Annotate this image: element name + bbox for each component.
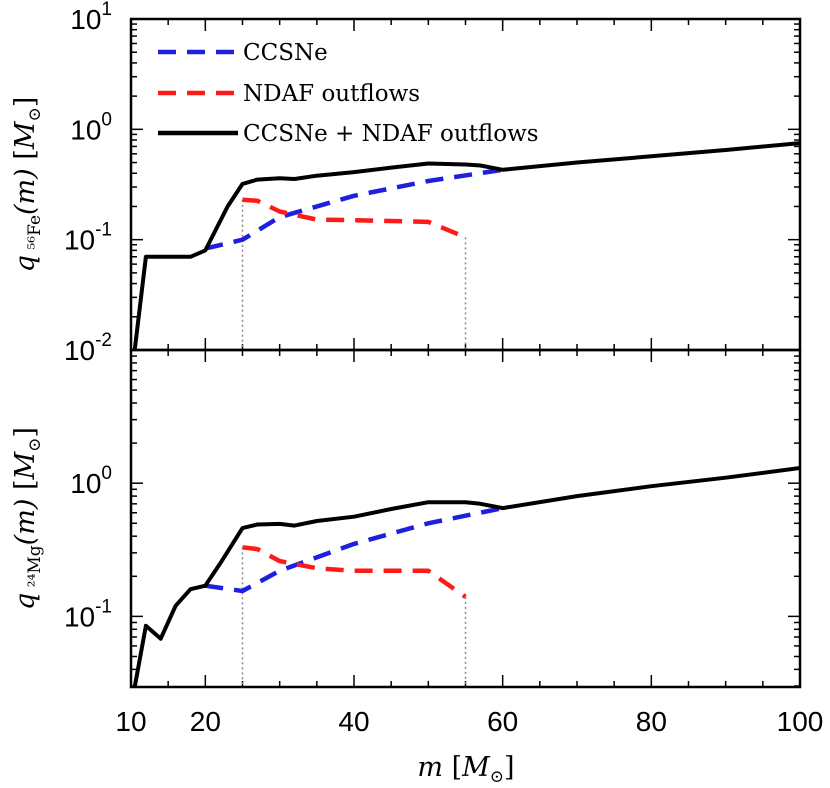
legend-label: CCSNe — [243, 40, 328, 66]
y-tick-exponent: -2 — [95, 330, 112, 351]
series-line-ndaf-outflows — [242, 197, 467, 240]
y-axis-bracket: [ — [10, 149, 41, 168]
panel-frame — [129, 348, 802, 689]
y-tick-exponent: -1 — [95, 596, 112, 617]
legend: CCSNe NDAF outflows CCSNe + NDAF outflows — [158, 40, 539, 147]
y-tick-label: 10-1 — [64, 220, 112, 256]
y-tick-base: 10 — [70, 114, 101, 145]
series-line-ccsne — [204, 505, 504, 594]
y-axis-bracket: ] — [10, 97, 41, 108]
y-tick-label: 10-1 — [64, 596, 112, 632]
y-tick-label: 100 — [70, 109, 112, 145]
y-axis-unit-sub: ⊙ — [25, 107, 45, 121]
y-axis-var: q — [10, 593, 41, 610]
y-tick-label: 10-2 — [64, 330, 112, 366]
series-line-ccsne — [204, 167, 504, 251]
x-tick-label: 40 — [338, 706, 369, 737]
y-tick-exponent: 0 — [101, 109, 112, 130]
y-axis-bracket: ] — [10, 427, 41, 438]
x-axis-title: m [M⊙] — [417, 752, 514, 787]
x-axis-unit-sub: ⊙ — [490, 767, 504, 787]
y-tick-exponent: 1 — [101, 0, 112, 20]
y-tick-base: 10 — [64, 225, 95, 256]
y-axis-unit: M — [10, 451, 41, 481]
x-tick-label: 10 — [115, 706, 146, 737]
panel-frame — [129, 17, 802, 352]
x-axis-unit: M — [461, 752, 491, 783]
x-axis: 10 20 40 60 80 100 m [M⊙] — [115, 706, 823, 787]
y-axis-argument: (m) — [10, 499, 41, 546]
y-tick-base: 10 — [64, 601, 95, 632]
plot-area — [132, 466, 800, 687]
series-line-ccsne-ndaf-outflows — [132, 466, 800, 687]
legend-label: NDAF outflows — [243, 81, 420, 107]
y-axis-subscript: ⁵⁶Fe — [25, 215, 45, 255]
y-tick-label: 101 — [70, 0, 112, 35]
y-axis-bracket: [ — [10, 480, 41, 499]
y-tick-base: 10 — [64, 335, 95, 366]
y-axis-unit-sub: ⊙ — [25, 438, 45, 452]
x-tick-label: 20 — [190, 706, 221, 737]
y-tick-label: 100 — [70, 463, 112, 499]
y-axis-unit: M — [10, 120, 41, 150]
x-tick-label: 80 — [636, 706, 667, 737]
series-line-ndaf-outflows — [242, 545, 467, 599]
x-axis-bracket: ] — [504, 752, 515, 783]
y-axis-argument: (m) — [10, 168, 41, 215]
y-axis-title: q ²⁴Mg(m) [M⊙] — [10, 427, 45, 610]
x-tick-label: 100 — [777, 706, 824, 737]
x-axis-var: m — [417, 752, 443, 783]
y-axis-title: q ⁵⁶Fe(m) [M⊙] — [10, 97, 45, 273]
y-tick-exponent: 0 — [101, 463, 112, 484]
y-tick-exponent: -1 — [95, 220, 112, 241]
y-tick-base: 10 — [70, 4, 101, 35]
plot-area — [132, 141, 800, 350]
y-axis-var: q — [10, 255, 41, 272]
y-tick-base: 10 — [70, 468, 101, 499]
y-axis-subscript: ²⁴Mg — [25, 545, 45, 592]
legend-label: CCSNe + NDAF outflows — [243, 121, 539, 147]
x-tick-label: 60 — [487, 706, 518, 737]
x-axis-bracket: [ — [443, 752, 462, 783]
series-line-ccsne-ndaf-outflows — [132, 141, 800, 350]
